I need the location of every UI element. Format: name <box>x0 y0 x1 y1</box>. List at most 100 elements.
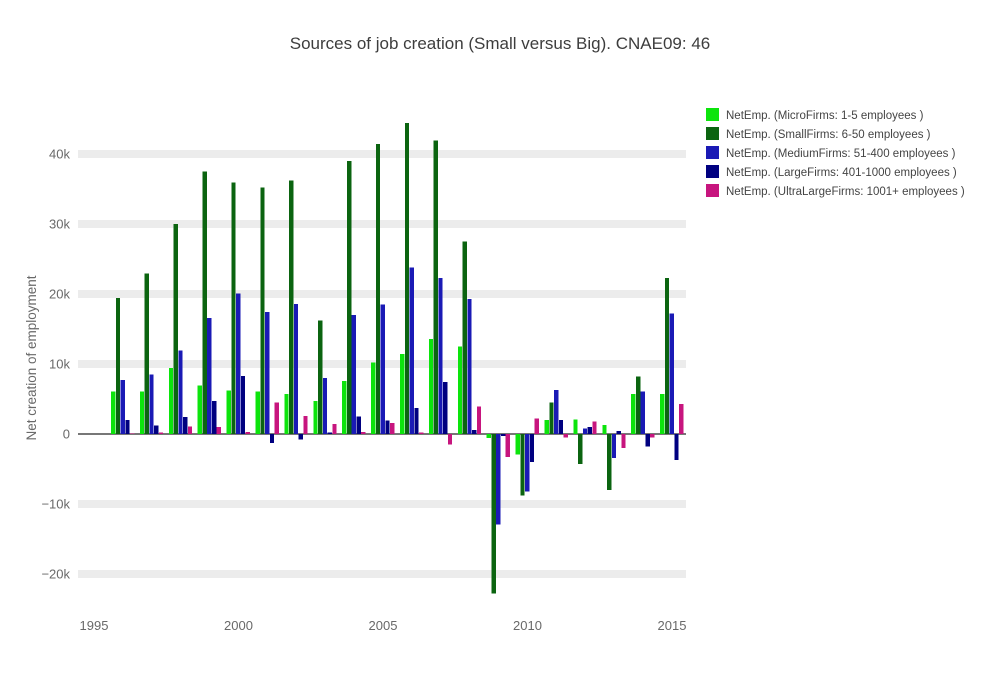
legend-item[interactable]: NetEmp. (SmallFirms: 6-50 employees ) <box>706 127 931 141</box>
bar-2000-series2[interactable] <box>231 182 236 434</box>
bar-2007-series3[interactable] <box>438 277 443 434</box>
bar-1997-series5[interactable] <box>158 432 164 434</box>
bar-2006-series3[interactable] <box>409 267 414 434</box>
bar-2011-series1[interactable] <box>544 420 549 434</box>
bar-2009-series4[interactable] <box>500 434 506 437</box>
bar-2008-series5[interactable] <box>476 406 482 434</box>
bar-2005-series4[interactable] <box>385 420 390 434</box>
bar-2008-series2[interactable] <box>462 241 467 435</box>
bar-2010-series2[interactable] <box>520 434 525 496</box>
bar-2011-series5[interactable] <box>563 434 568 438</box>
bar-2013-series2[interactable] <box>607 434 612 490</box>
bar-2011-series4[interactable] <box>558 420 564 434</box>
bar-2014-series2[interactable] <box>635 376 641 434</box>
bar-2002-series2[interactable] <box>289 180 294 434</box>
bar-2010-series5[interactable] <box>534 418 539 434</box>
bar-2009-series2[interactable] <box>491 434 496 594</box>
bar-2007-series5[interactable] <box>447 434 453 445</box>
bar-2012-series4[interactable] <box>587 427 592 434</box>
legend-item[interactable]: NetEmp. (MicroFirms: 1-5 employees ) <box>706 108 924 122</box>
bar-2014-series3[interactable] <box>640 391 646 434</box>
bar-2002-series4[interactable] <box>298 434 303 440</box>
bar-1996-series1[interactable] <box>111 391 116 434</box>
bar-2013-series1[interactable] <box>602 424 607 434</box>
bar-2004-series3[interactable] <box>351 315 357 434</box>
bar-2004-series4[interactable] <box>356 416 361 435</box>
bar-1998-series2[interactable] <box>173 224 178 434</box>
bar-2014-series1[interactable] <box>631 394 636 434</box>
bar-2002-series1[interactable] <box>284 394 289 434</box>
bar-2001-series5[interactable] <box>274 402 279 435</box>
bar-1997-series3[interactable] <box>149 374 154 435</box>
bar-2010-series1[interactable] <box>515 434 520 455</box>
bar-2005-series3[interactable] <box>380 304 385 435</box>
bar-2003-series2[interactable] <box>318 320 323 434</box>
bar-2007-series1[interactable] <box>428 338 434 434</box>
bar-2013-series3[interactable] <box>611 434 617 458</box>
legend-item[interactable]: NetEmp. (MediumFirms: 51-400 employees ) <box>706 146 956 160</box>
bar-1999-series1[interactable] <box>197 385 202 434</box>
bar-1996-series3[interactable] <box>120 380 125 434</box>
bar-2001-series3[interactable] <box>265 312 270 434</box>
bar-2003-series1[interactable] <box>313 401 318 434</box>
legend-item[interactable]: NetEmp. (UltraLargeFirms: 1001+ employee… <box>706 184 965 198</box>
bar-1998-series3[interactable] <box>178 350 183 434</box>
bar-2001-series2[interactable] <box>260 187 265 434</box>
bar-2001-series4[interactable] <box>269 434 275 444</box>
bar-2011-series2[interactable] <box>549 402 554 435</box>
bar-2013-series4[interactable] <box>616 431 621 434</box>
bar-2000-series3[interactable] <box>236 293 241 434</box>
bar-1997-series4[interactable] <box>154 425 159 434</box>
bar-2004-series5[interactable] <box>361 431 366 434</box>
bar-2003-series3[interactable] <box>322 378 328 434</box>
bar-2008-series1[interactable] <box>457 346 463 435</box>
bar-2014-series4[interactable] <box>645 434 650 447</box>
bar-1998-series4[interactable] <box>183 417 188 434</box>
bar-2009-series3[interactable] <box>496 434 501 525</box>
bar-2012-series1[interactable] <box>573 419 578 434</box>
bar-2015-series1[interactable] <box>660 394 665 434</box>
bar-2002-series3[interactable] <box>293 303 299 434</box>
bar-2006-series4[interactable] <box>414 408 419 434</box>
bar-2007-series4[interactable] <box>443 382 448 434</box>
bar-2004-series1[interactable] <box>342 380 347 434</box>
bar-2000-series4[interactable] <box>240 375 246 434</box>
bar-2014-series5[interactable] <box>650 434 655 438</box>
bar-2015-series2[interactable] <box>664 277 670 434</box>
bar-1999-series2[interactable] <box>202 171 207 435</box>
bar-2011-series3[interactable] <box>554 389 559 434</box>
bar-2012-series5[interactable] <box>592 421 597 434</box>
bar-2009-series5[interactable] <box>505 434 511 458</box>
bar-2000-series5[interactable] <box>245 431 250 434</box>
bar-2006-series5[interactable] <box>419 432 424 434</box>
bar-2002-series5[interactable] <box>303 415 308 434</box>
bar-1996-series5[interactable] <box>130 433 135 434</box>
bar-2001-series1[interactable] <box>255 391 260 434</box>
bar-1998-series5[interactable] <box>187 426 193 434</box>
bar-1996-series2[interactable] <box>115 298 121 434</box>
bar-2004-series2[interactable] <box>346 161 352 434</box>
bar-2015-series5[interactable] <box>679 403 684 434</box>
bar-2008-series4[interactable] <box>472 429 477 434</box>
bar-2009-series1[interactable] <box>486 434 491 439</box>
bar-2012-series2[interactable] <box>578 434 583 465</box>
bar-1999-series4[interactable] <box>211 401 217 434</box>
bar-2010-series4[interactable] <box>529 434 535 462</box>
bar-1996-series4[interactable] <box>125 420 130 434</box>
bar-2000-series1[interactable] <box>226 390 231 434</box>
bar-2003-series4[interactable] <box>327 432 332 434</box>
bar-1998-series1[interactable] <box>168 368 174 434</box>
bar-2015-series3[interactable] <box>669 313 674 434</box>
legend-item[interactable]: NetEmp. (LargeFirms: 401-1000 employees … <box>706 165 957 179</box>
bar-1999-series3[interactable] <box>207 317 212 434</box>
bar-2012-series3[interactable] <box>582 428 588 434</box>
bar-1999-series5[interactable] <box>216 427 222 434</box>
bar-2007-series2[interactable] <box>433 140 438 434</box>
bar-2008-series3[interactable] <box>467 298 472 434</box>
bar-2006-series2[interactable] <box>404 123 410 434</box>
bar-2005-series1[interactable] <box>371 362 376 434</box>
bar-2010-series3[interactable] <box>525 434 530 492</box>
bar-2015-series4[interactable] <box>674 434 679 460</box>
bar-2005-series2[interactable] <box>375 144 381 434</box>
bar-2013-series5[interactable] <box>621 434 626 448</box>
